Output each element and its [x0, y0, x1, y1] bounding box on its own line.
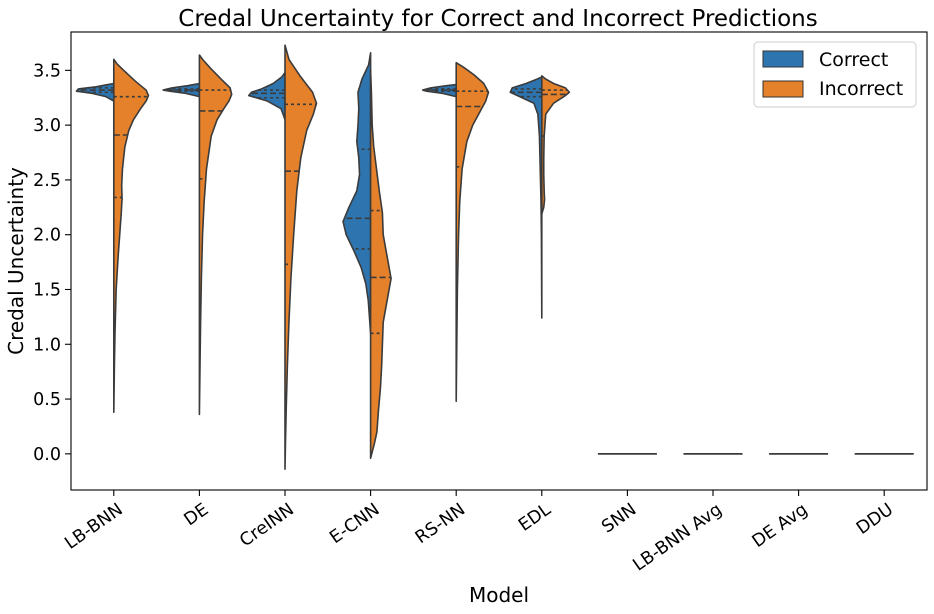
violin-half-correct — [75, 82, 115, 102]
violin-half-incorrect — [284, 44, 318, 470]
y-axis: 0.0 0.5 1.0 1.5 2.0 2.5 3.0 3.5 — [33, 61, 71, 465]
x-tick-label: EDL — [515, 500, 555, 536]
violin-body-correct — [247, 71, 286, 121]
violin-creinn — [247, 44, 318, 470]
x-tick-label: DE Avg — [749, 500, 812, 552]
violin-half-incorrect — [369, 69, 392, 460]
violin-e-cnn — [342, 52, 392, 460]
x-tick-label: CreINN — [236, 500, 298, 551]
violin-body-incorrect — [455, 61, 490, 403]
x-tick-label: RS-NN — [412, 500, 469, 548]
y-tick-label: 0.5 — [33, 390, 61, 410]
violin-half-correct — [162, 82, 201, 98]
y-tick-label: 2.0 — [33, 226, 61, 246]
legend-label-incorrect: Incorrect — [819, 78, 903, 100]
x-tick-label: DDU — [853, 500, 897, 539]
violin-half-correct — [342, 52, 372, 335]
violin-half-incorrect — [198, 54, 233, 416]
violin-lb-bnn — [75, 58, 150, 414]
legend: Correct Incorrect — [753, 41, 917, 108]
x-axis-label: Model — [469, 583, 529, 607]
x-tick-label: SNN — [598, 500, 640, 538]
violin-body-incorrect — [113, 58, 150, 414]
x-tick-label: LB-BNN Avg — [630, 500, 726, 576]
violin-half-incorrect — [455, 61, 490, 403]
y-tick-label: 3.0 — [33, 116, 61, 136]
violin-half-correct — [421, 83, 457, 98]
violin-half-correct — [247, 71, 286, 121]
y-tick-label: 1.5 — [33, 280, 61, 300]
violin-body-incorrect — [369, 69, 392, 460]
violin-half-incorrect — [541, 75, 571, 215]
violin-body-incorrect — [198, 54, 233, 416]
x-tick-label: LB-BNN — [61, 500, 126, 554]
plot-frame — [70, 31, 928, 491]
y-tick-label: 2.5 — [33, 171, 61, 191]
y-tick-label: 1.0 — [33, 335, 61, 355]
violin-half-incorrect — [113, 58, 150, 414]
legend-label-correct: Correct — [819, 49, 888, 71]
violin-body-incorrect — [541, 75, 571, 215]
violin-rs-nn — [421, 61, 490, 403]
chart-title: Credal Uncertainty for Correct and Incor… — [178, 6, 817, 32]
violin-edl — [509, 75, 571, 319]
violin-body-correct — [509, 76, 543, 319]
violin-body-correct — [342, 52, 372, 335]
violin-de — [162, 54, 233, 416]
x-tick-label: DE — [181, 500, 213, 530]
violin-half-correct — [509, 76, 543, 319]
violin-body-incorrect — [284, 44, 318, 470]
plot-area — [75, 44, 914, 470]
legend-swatch-correct — [762, 50, 804, 68]
y-tick-label: 0.0 — [33, 445, 61, 465]
x-tick-label: E-CNN — [326, 500, 383, 548]
legend-swatch-incorrect — [762, 80, 804, 98]
y-axis-label: Credal Uncertainty — [4, 167, 28, 355]
y-tick-label: 3.5 — [33, 61, 61, 81]
